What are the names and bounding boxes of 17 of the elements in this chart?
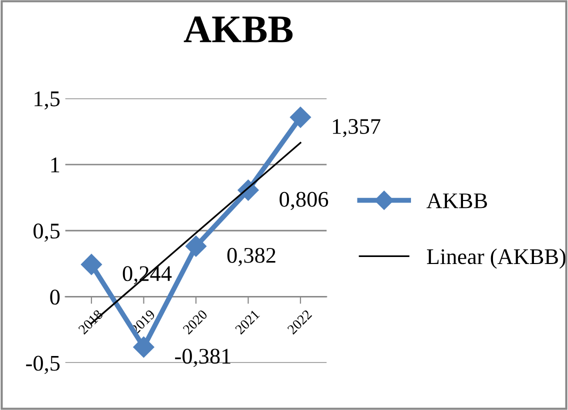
y-tick-label: -0,5 <box>26 356 60 374</box>
y-tick-label: 1,5 <box>34 91 60 110</box>
legend-label: Linear (AKBB) <box>426 248 566 269</box>
point <box>185 236 206 257</box>
point <box>290 106 311 128</box>
point <box>80 254 102 275</box>
y-tick-label: 1 <box>51 158 60 172</box>
x-tick-label: 2021 <box>234 309 260 335</box>
data-label: 1,357 <box>332 119 380 138</box>
y-tick-label: 0 <box>50 290 60 305</box>
y-tick-label: 0,5 <box>34 224 60 242</box>
data-label: 0,382 <box>227 248 276 266</box>
legend-label: AKBB <box>426 193 487 208</box>
point <box>133 336 154 358</box>
data-label: -0,381 <box>175 348 230 367</box>
data-label: 0,806 <box>280 192 328 210</box>
chart-title: AKBB <box>184 16 293 42</box>
